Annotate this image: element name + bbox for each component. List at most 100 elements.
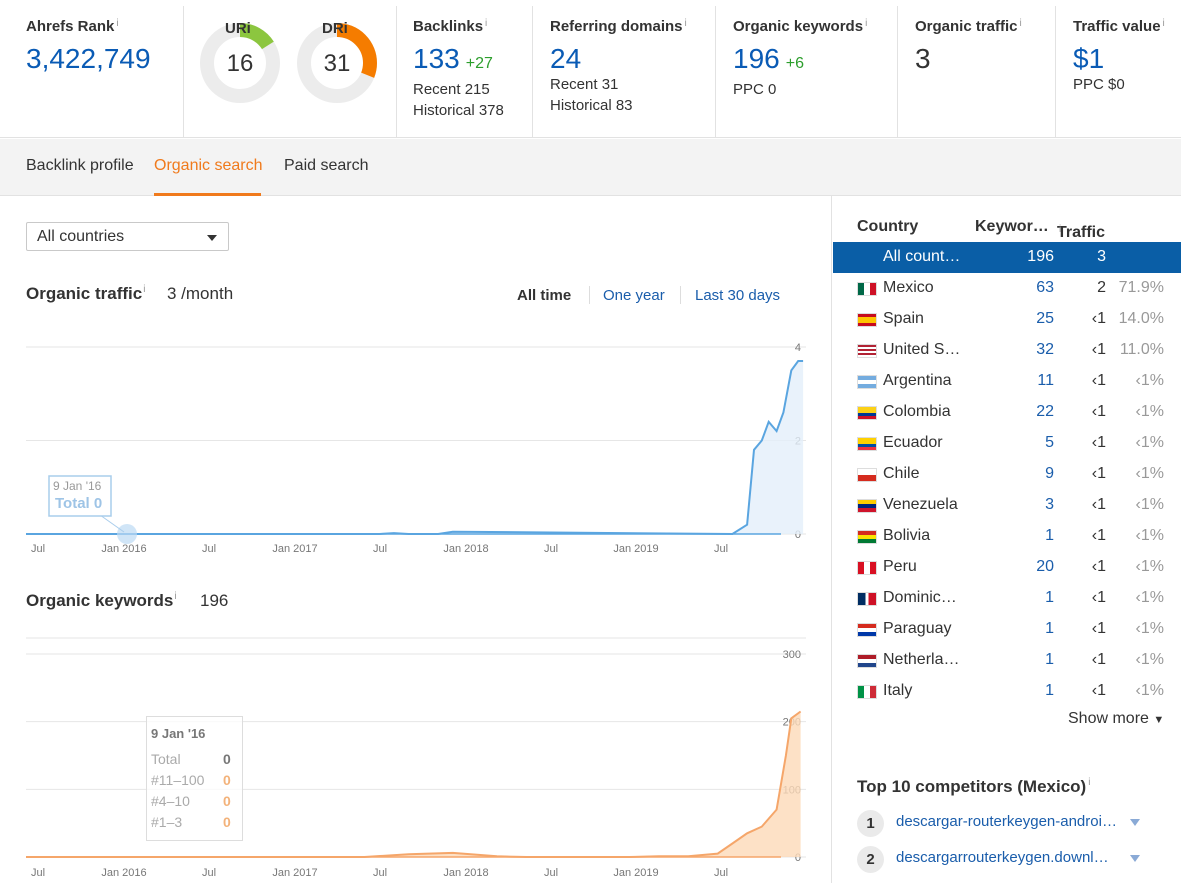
metric-value[interactable]: 24: [550, 43, 582, 74]
country-keywords[interactable]: 25: [1036, 310, 1054, 327]
country-row[interactable]: Paraguay 1 ‹1 ‹1%: [833, 614, 1181, 645]
info-icon[interactable]: i: [116, 18, 119, 29]
dr-donut[interactable]: DRi 31: [296, 20, 378, 104]
x-tick-label: Jan 2019: [613, 543, 658, 555]
country-name[interactable]: Colombia: [883, 403, 951, 420]
show-more-button[interactable]: Show more ▼: [1068, 710, 1165, 727]
country-table: Country Keywor… Traffic i All count… 196 3 M…: [833, 212, 1181, 707]
country-traffic-pct: ‹1%: [1135, 403, 1164, 420]
metric-backlinks: Backlinks i 133 +27 Recent 215 Historical …: [413, 0, 531, 138]
country-traffic-pct: ‹1%: [1135, 589, 1164, 606]
info-icon[interactable]: i: [1059, 224, 1062, 235]
country-name[interactable]: Peru: [883, 558, 917, 575]
country-keywords[interactable]: 1: [1045, 527, 1054, 544]
range-all-time[interactable]: All time: [517, 287, 572, 304]
country-keywords[interactable]: 32: [1036, 341, 1054, 358]
tooltip-date: 9 Jan '16: [151, 726, 206, 741]
country-name[interactable]: Mexico: [883, 279, 934, 296]
range-last-30-days[interactable]: Last 30 days: [695, 287, 781, 304]
organic-traffic-title: Organic traffici: [26, 284, 146, 303]
metric-ppc: PPC 0: [733, 81, 777, 98]
country-keywords[interactable]: 1: [1045, 651, 1054, 668]
country-traffic-pct: ‹1%: [1135, 620, 1164, 637]
country-row[interactable]: Ecuador 5 ‹1 ‹1%: [833, 428, 1181, 459]
chevron-down-icon[interactable]: [1130, 855, 1140, 862]
col-country[interactable]: Country: [857, 218, 919, 235]
range-one-year[interactable]: One year: [603, 287, 665, 304]
metric-value[interactable]: $1: [1073, 43, 1105, 74]
tab-paid-search[interactable]: Paid search: [284, 157, 369, 174]
chevron-down-icon[interactable]: [1130, 819, 1140, 826]
country-row[interactable]: Argentina 11 ‹1 ‹1%: [833, 366, 1181, 397]
country-name[interactable]: Venezuela: [883, 496, 958, 513]
country-name[interactable]: Argentina: [883, 372, 952, 389]
info-icon[interactable]: i: [174, 591, 177, 602]
country-row[interactable]: Italy 1 ‹1 ‹1%: [833, 676, 1181, 707]
country-row[interactable]: Bolivia 1 ‹1 ‹1%: [833, 521, 1181, 552]
info-icon[interactable]: i: [343, 20, 348, 37]
country-keywords[interactable]: 1: [1045, 682, 1054, 699]
country-keywords[interactable]: 1: [1045, 620, 1054, 637]
country-name[interactable]: Italy: [883, 682, 913, 699]
series-line: [26, 360, 804, 536]
country-keywords[interactable]: 63: [1036, 279, 1054, 296]
country-traffic: ‹1: [1091, 372, 1106, 389]
country-keywords[interactable]: 196: [1027, 248, 1054, 265]
col-keywords[interactable]: Keywor…: [975, 218, 1049, 235]
metric-value[interactable]: 196 +6: [733, 43, 804, 74]
info-icon[interactable]: i: [485, 18, 488, 29]
country-row[interactable]: All count… 196 3: [833, 242, 1181, 273]
info-icon[interactable]: i: [865, 18, 868, 29]
info-icon[interactable]: i: [1162, 18, 1165, 29]
metric-value: 3,422,749: [26, 43, 151, 74]
country-name[interactable]: Spain: [883, 310, 924, 327]
info-icon[interactable]: i: [684, 18, 687, 29]
divider: [680, 286, 681, 304]
country-traffic: ‹1: [1091, 589, 1106, 606]
country-row[interactable]: Venezuela 3 ‹1 ‹1%: [833, 490, 1181, 521]
country-row[interactable]: Spain 25 ‹1 14.0%: [833, 304, 1181, 335]
country-name[interactable]: All count…: [883, 248, 961, 265]
country-keywords[interactable]: 22: [1036, 403, 1054, 420]
country-name[interactable]: Netherla…: [883, 651, 960, 668]
country-row[interactable]: Chile 9 ‹1 ‹1%: [833, 459, 1181, 490]
country-keywords[interactable]: 1: [1045, 589, 1054, 606]
info-icon[interactable]: i: [246, 20, 251, 37]
info-icon[interactable]: i: [1019, 18, 1022, 29]
country-name[interactable]: United S…: [883, 341, 961, 358]
info-icon[interactable]: i: [1088, 777, 1091, 788]
country-select[interactable]: All countries: [26, 222, 229, 251]
info-icon[interactable]: i: [143, 284, 146, 295]
country-row[interactable]: Mexico 63 2 71.9%: [833, 273, 1181, 304]
series-line: [26, 710, 802, 858]
tooltip-row: #1–3 0: [151, 814, 231, 830]
country-row[interactable]: Netherla… 1 ‹1 ‹1%: [833, 645, 1181, 676]
country-name[interactable]: Paraguay: [883, 620, 952, 637]
country-keywords[interactable]: 9: [1045, 465, 1054, 482]
country-row[interactable]: United S… 32 ‹1 11.0%: [833, 335, 1181, 366]
country-name[interactable]: Ecuador: [883, 434, 943, 451]
ur-value: 16: [226, 50, 254, 77]
ur-donut[interactable]: URi 16: [199, 20, 281, 104]
tab-backlink-profile[interactable]: Backlink profile: [26, 157, 134, 174]
country-name[interactable]: Chile: [883, 465, 920, 482]
tab-organic-search[interactable]: Organic search: [154, 157, 263, 174]
country-keywords[interactable]: 5: [1045, 434, 1054, 451]
country-row[interactable]: Colombia 22 ‹1 ‹1%: [833, 397, 1181, 428]
country-name[interactable]: Dominic…: [883, 589, 957, 606]
country-row[interactable]: Dominic… 1 ‹1 ‹1%: [833, 583, 1181, 614]
country-keywords[interactable]: 20: [1036, 558, 1054, 575]
competitor-link[interactable]: descargar-routerkeygen-android…: [896, 813, 1121, 830]
tooltip-connector: [99, 514, 125, 533]
country-name[interactable]: Bolivia: [883, 527, 931, 544]
series-area: [26, 361, 804, 534]
competitor-link[interactable]: descargarrouterkeygen.downl…: [896, 849, 1109, 866]
x-tick-label: Jan 2019: [613, 867, 658, 879]
country-keywords[interactable]: 11: [1037, 372, 1054, 389]
metric-value[interactable]: 133 +27: [413, 43, 493, 74]
x-tick-label: Jul: [202, 543, 216, 555]
country-keywords[interactable]: 3: [1045, 496, 1054, 513]
country-row[interactable]: Peru 20 ‹1 ‹1%: [833, 552, 1181, 583]
